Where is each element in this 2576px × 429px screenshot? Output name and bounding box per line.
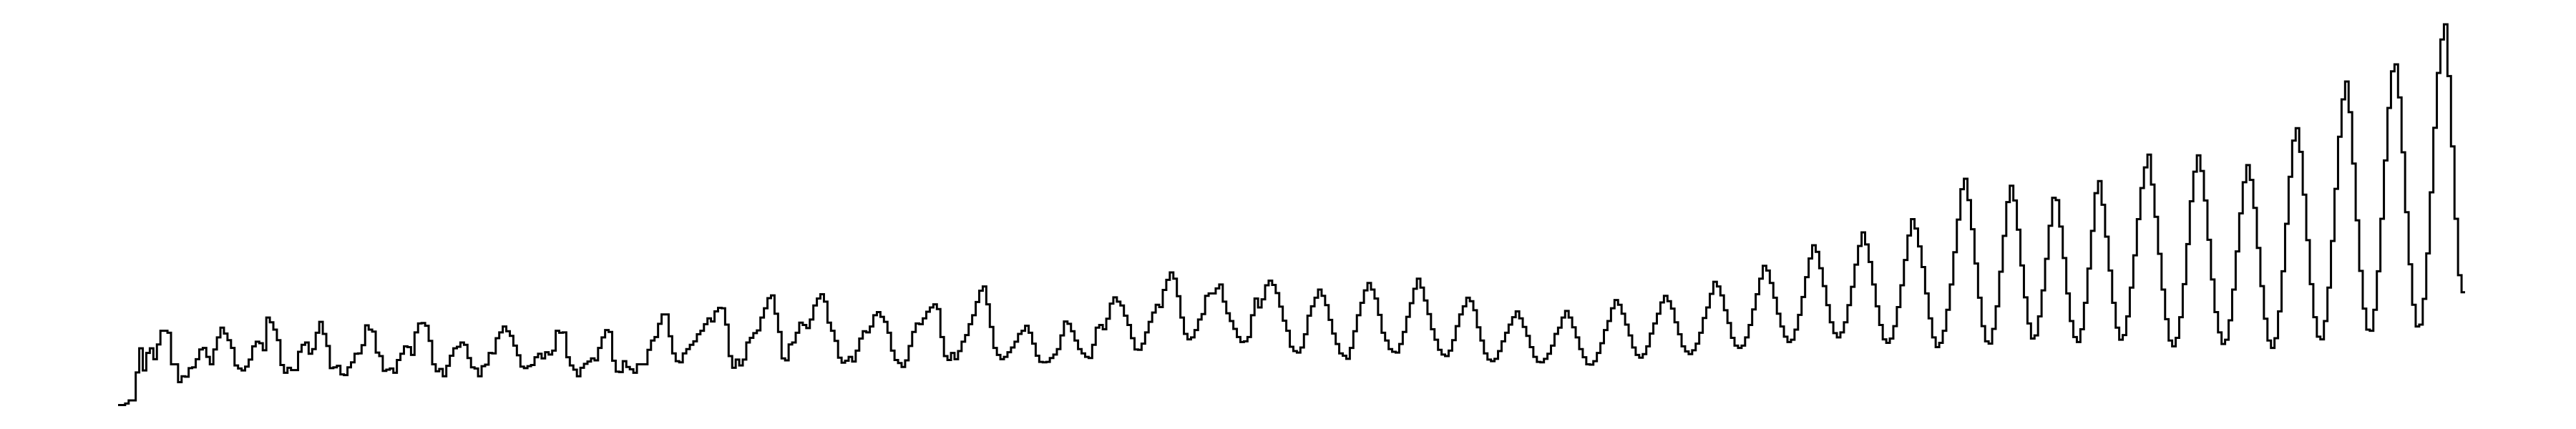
series-line-1 xyxy=(118,23,2465,407)
series-layer xyxy=(118,23,2465,407)
